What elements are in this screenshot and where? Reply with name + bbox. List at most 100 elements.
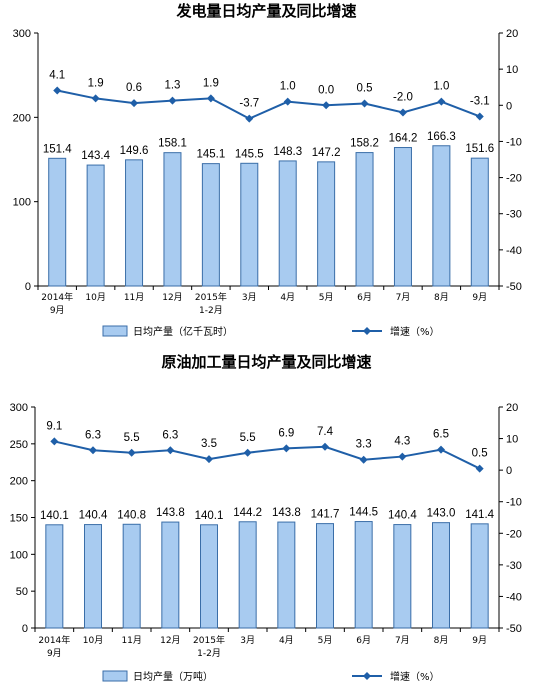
growth-value-label: -3.1 (470, 95, 490, 107)
growth-value-label: 4.1 (49, 69, 65, 81)
growth-value-label: 1.9 (88, 77, 104, 89)
growth-marker (50, 437, 59, 446)
right-tick-label: -10 (506, 136, 522, 148)
bar-value-label: 141.4 (465, 509, 494, 521)
bar (125, 159, 144, 287)
x-tick-label: 11月 (124, 292, 144, 303)
growth-line (57, 89, 481, 120)
growth-value-label: 0.5 (357, 82, 373, 94)
legend-bar-label: 日均产量（万吨） (133, 670, 213, 683)
bar-value-label: 145.5 (235, 148, 264, 160)
left-tick-label: 150 (10, 513, 28, 525)
bar (84, 524, 102, 629)
bar (393, 147, 412, 287)
right-tick-label: 20 (506, 28, 518, 40)
growth-value-label: 5.5 (124, 432, 140, 444)
bar-value-label: 151.6 (465, 143, 494, 155)
right-tick-label: 0 (506, 100, 512, 112)
right-tick-label: 10 (506, 434, 518, 446)
x-tick-label: 4月 (280, 292, 295, 303)
left-tick-label: 300 (10, 402, 28, 414)
left-tick-label: 0 (25, 281, 31, 293)
growth-marker (322, 101, 331, 110)
x-tick-label: 11月 (121, 635, 141, 646)
x-tick-label: 9月 (472, 635, 487, 646)
legend-line-marker (363, 327, 371, 335)
bar (45, 524, 64, 629)
growth-value-label: -2.0 (393, 92, 413, 104)
x-tick-label: 9月 (50, 305, 65, 316)
growth-value-label: 3.5 (201, 438, 217, 450)
growth-value-label: 0.5 (472, 448, 488, 460)
growth-value-label: 1.3 (164, 80, 180, 92)
bar (163, 152, 182, 287)
right-tick-label: -20 (506, 528, 522, 540)
growth-value-label: 9.1 (46, 420, 62, 432)
legend-bar-swatch (102, 325, 128, 337)
bar (393, 524, 412, 629)
x-tick-label: 6月 (356, 635, 371, 646)
x-tick-label: 3月 (242, 292, 257, 303)
growth-marker (206, 94, 215, 103)
bar (238, 521, 257, 629)
growth-marker (398, 108, 407, 117)
bar-value-label: 164.2 (389, 133, 418, 145)
right-tick-label: -30 (506, 560, 522, 572)
bar-value-label: 144.5 (349, 507, 378, 519)
legend-line-marker (363, 672, 371, 680)
bar (354, 521, 373, 629)
legend-bar-label: 日均产量（亿千瓦时） (133, 325, 233, 338)
growth-marker (360, 99, 369, 108)
right-tick-label: 0 (506, 465, 512, 477)
growth-value-label: 3.3 (356, 439, 372, 451)
x-tick-label: 5月 (318, 635, 333, 646)
growth-value-label: 1.0 (280, 81, 296, 93)
x-tick-label: 8月 (434, 292, 449, 303)
bar (277, 521, 296, 629)
bar-value-label: 166.3 (427, 131, 456, 143)
growth-marker (359, 455, 368, 464)
growth-marker (168, 96, 177, 105)
growth-marker (282, 444, 291, 453)
growth-value-label: -3.7 (239, 98, 259, 110)
bar-value-label: 143.0 (427, 508, 456, 520)
right-tick-label: -20 (506, 173, 522, 185)
growth-marker (166, 446, 175, 455)
x-tick-label: 7月 (395, 635, 410, 646)
growth-value-label: 0.0 (318, 84, 334, 96)
growth-marker (437, 97, 446, 106)
growth-marker (205, 455, 213, 464)
growth-marker (91, 94, 100, 103)
bar (316, 523, 334, 629)
x-tick-label: 6月 (357, 292, 372, 303)
bar-value-label: 140.8 (117, 509, 146, 521)
bar (200, 524, 218, 629)
bar (432, 522, 450, 629)
bar-value-label: 140.1 (195, 510, 224, 522)
bar (355, 152, 374, 287)
right-tick-label: -50 (506, 281, 522, 293)
bar (317, 161, 336, 287)
chart-title: 原油加工量日均产量及同比增速 (161, 353, 371, 371)
legend-line-label: 增速（%） (390, 325, 440, 338)
growth-value-label: 5.5 (240, 432, 256, 444)
right-tick-label: 20 (506, 402, 518, 414)
growth-value-label: 6.3 (85, 429, 101, 441)
bar-value-label: 145.1 (196, 149, 225, 161)
left-tick-label: 300 (13, 28, 31, 40)
bar-value-label: 151.4 (43, 143, 72, 155)
left-tick-label: 100 (10, 549, 28, 561)
x-tick-label: 9月 (472, 292, 487, 303)
x-tick-label: 12月 (162, 292, 182, 303)
bar-value-label: 149.6 (120, 145, 149, 157)
x-tick-label: 1-2月 (197, 648, 221, 659)
right-tick-label: -40 (506, 245, 522, 257)
growth-value-label: 4.3 (394, 436, 410, 448)
growth-marker (475, 112, 484, 121)
bar (240, 162, 259, 287)
bar (86, 164, 105, 287)
growth-marker (89, 446, 97, 455)
bar (278, 160, 297, 287)
